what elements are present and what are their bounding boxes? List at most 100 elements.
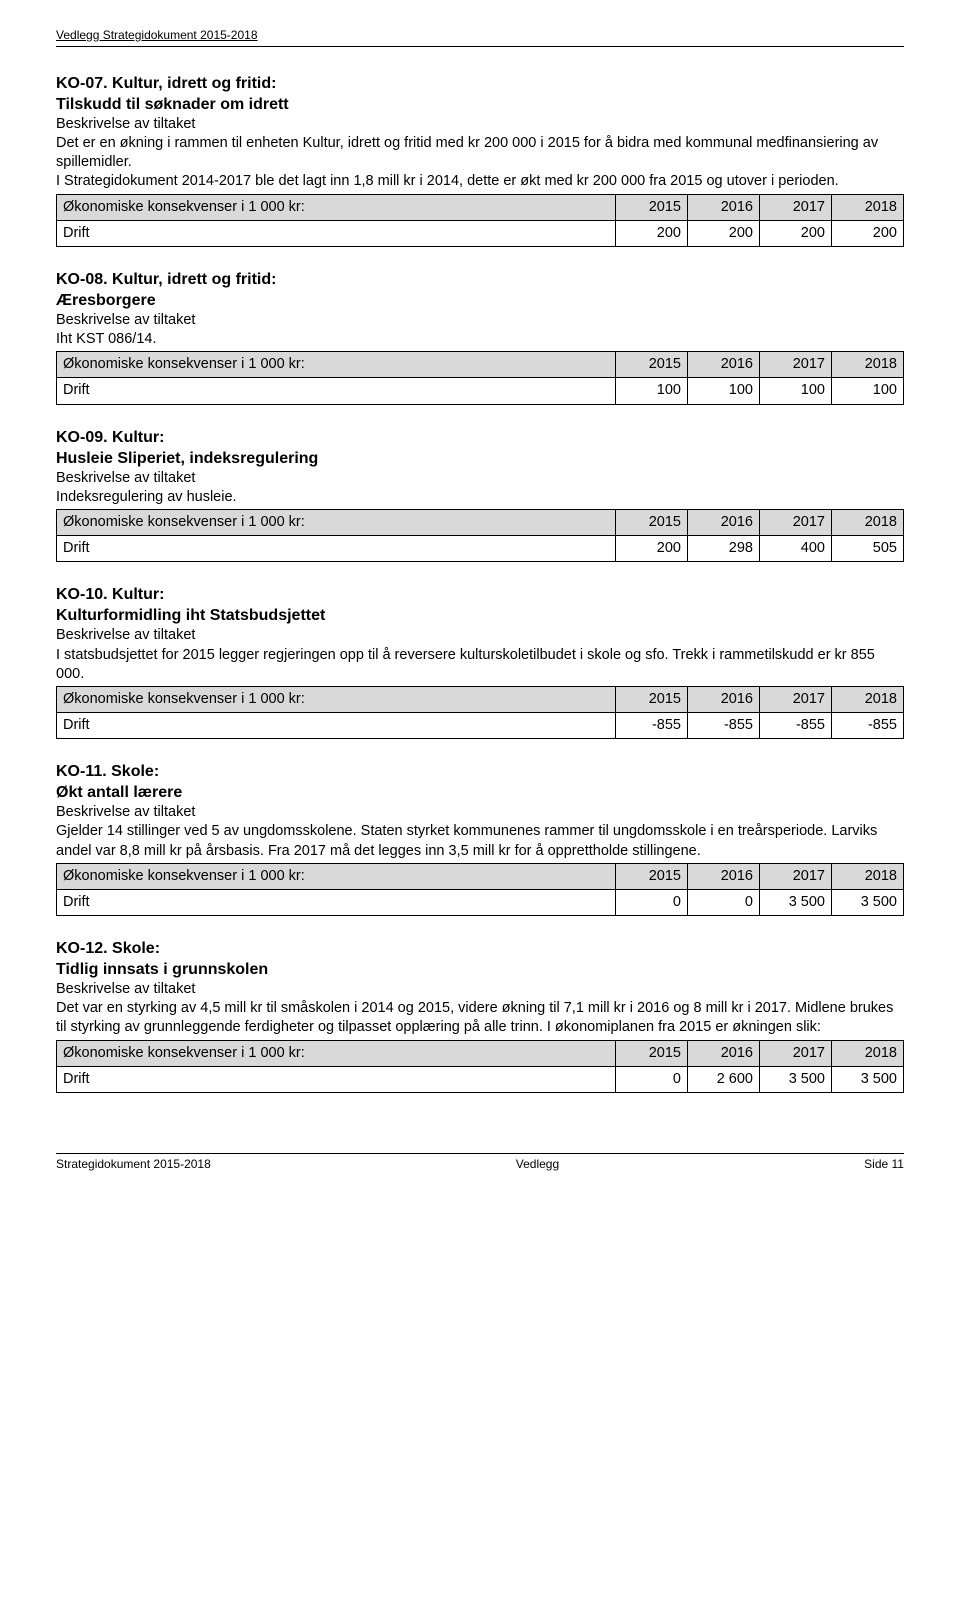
section-description-label: Beskrivelse av tiltaket [56, 115, 904, 134]
econ-year-header: 2018 [832, 863, 904, 889]
section-title: Kulturformidling iht Statsbudsjettet [56, 605, 904, 626]
section: KO-12. Skole:Tidlig innsats i grunnskole… [56, 938, 904, 1093]
econ-value: 298 [688, 536, 760, 562]
section: KO-09. Kultur:Husleie Sliperiet, indeksr… [56, 427, 904, 563]
econ-year-header: 2017 [760, 352, 832, 378]
section-description-label: Beskrivelse av tiltaket [56, 980, 904, 999]
econ-year-header: 2018 [832, 1040, 904, 1066]
section-body: Det er en økning i rammen til enheten Ku… [56, 134, 904, 191]
section-title: Husleie Sliperiet, indeksregulering [56, 448, 904, 469]
section: KO-11. Skole:Økt antall lærereBeskrivels… [56, 761, 904, 916]
econ-table: Økonomiske konsekvenser i 1 000 kr:20152… [56, 1040, 904, 1093]
econ-year-header: 2016 [688, 194, 760, 220]
econ-value: 3 500 [832, 1066, 904, 1092]
section-title: Økt antall lærere [56, 782, 904, 803]
section-title: Tilskudd til søknader om idrett [56, 94, 904, 115]
econ-value: -855 [760, 712, 832, 738]
section: KO-08. Kultur, idrett og fritid:Æresborg… [56, 269, 904, 405]
econ-value: 100 [616, 378, 688, 404]
econ-year-header: 2016 [688, 863, 760, 889]
econ-label-header: Økonomiske konsekvenser i 1 000 kr: [57, 194, 616, 220]
page-footer: Strategidokument 2015-2018 Vedlegg Side … [56, 1153, 904, 1173]
section: KO-10. Kultur:Kulturformidling iht Stats… [56, 584, 904, 739]
econ-year-header: 2015 [616, 194, 688, 220]
econ-value: 3 500 [760, 1066, 832, 1092]
section-body: I statsbudsjettet for 2015 legger regjer… [56, 646, 904, 684]
econ-year-header: 2016 [688, 352, 760, 378]
section-body: Indeksregulering av husleie. [56, 488, 904, 507]
econ-year-header: 2016 [688, 509, 760, 535]
section-code: KO-08. Kultur, idrett og fritid: [56, 269, 904, 290]
econ-year-header: 2016 [688, 686, 760, 712]
section-description-label: Beskrivelse av tiltaket [56, 626, 904, 645]
econ-year-header: 2015 [616, 352, 688, 378]
section-description-label: Beskrivelse av tiltaket [56, 803, 904, 822]
econ-year-header: 2015 [616, 686, 688, 712]
econ-label-header: Økonomiske konsekvenser i 1 000 kr: [57, 1040, 616, 1066]
econ-row-label: Drift [57, 378, 616, 404]
econ-value: -855 [688, 712, 760, 738]
section-description-label: Beskrivelse av tiltaket [56, 469, 904, 488]
section-code: KO-11. Skole: [56, 761, 904, 782]
econ-label-header: Økonomiske konsekvenser i 1 000 kr: [57, 686, 616, 712]
section-body: Gjelder 14 stillinger ved 5 av ungdomssk… [56, 822, 904, 860]
econ-value: 0 [616, 1066, 688, 1092]
econ-value: 100 [760, 378, 832, 404]
econ-row-label: Drift [57, 712, 616, 738]
econ-row-label: Drift [57, 1066, 616, 1092]
econ-value: 400 [760, 536, 832, 562]
econ-value: -855 [832, 712, 904, 738]
econ-year-header: 2017 [760, 194, 832, 220]
econ-year-header: 2017 [760, 509, 832, 535]
econ-value: 200 [688, 220, 760, 246]
section-title: Tidlig innsats i grunnskolen [56, 959, 904, 980]
econ-year-header: 2018 [832, 509, 904, 535]
econ-row-label: Drift [57, 220, 616, 246]
section-code: KO-07. Kultur, idrett og fritid: [56, 73, 904, 94]
econ-table: Økonomiske konsekvenser i 1 000 kr:20152… [56, 863, 904, 916]
econ-row-label: Drift [57, 536, 616, 562]
section-body: Iht KST 086/14. [56, 330, 904, 349]
econ-table: Økonomiske konsekvenser i 1 000 kr:20152… [56, 351, 904, 404]
econ-row-label: Drift [57, 889, 616, 915]
econ-label-header: Økonomiske konsekvenser i 1 000 kr: [57, 509, 616, 535]
section-code: KO-10. Kultur: [56, 584, 904, 605]
econ-table: Økonomiske konsekvenser i 1 000 kr:20152… [56, 194, 904, 247]
econ-value: 3 500 [760, 889, 832, 915]
econ-year-header: 2016 [688, 1040, 760, 1066]
econ-year-header: 2015 [616, 1040, 688, 1066]
econ-value: 0 [616, 889, 688, 915]
section-title: Æresborgere [56, 290, 904, 311]
econ-table: Økonomiske konsekvenser i 1 000 kr:20152… [56, 509, 904, 562]
econ-year-header: 2017 [760, 863, 832, 889]
econ-value: -855 [616, 712, 688, 738]
econ-year-header: 2018 [832, 194, 904, 220]
econ-value: 100 [688, 378, 760, 404]
econ-year-header: 2018 [832, 352, 904, 378]
section-code: KO-09. Kultur: [56, 427, 904, 448]
section-body: Det var en styrking av 4,5 mill kr til s… [56, 999, 904, 1037]
econ-value: 0 [688, 889, 760, 915]
econ-value: 505 [832, 536, 904, 562]
footer-left: Strategidokument 2015-2018 [56, 1157, 211, 1173]
econ-year-header: 2015 [616, 509, 688, 535]
econ-value: 200 [760, 220, 832, 246]
econ-year-header: 2017 [760, 686, 832, 712]
econ-table: Økonomiske konsekvenser i 1 000 kr:20152… [56, 686, 904, 739]
econ-year-header: 2018 [832, 686, 904, 712]
econ-value: 2 600 [688, 1066, 760, 1092]
footer-right: Side 11 [864, 1157, 904, 1173]
econ-label-header: Økonomiske konsekvenser i 1 000 kr: [57, 863, 616, 889]
page-header: Vedlegg Strategidokument 2015-2018 [56, 28, 904, 47]
econ-label-header: Økonomiske konsekvenser i 1 000 kr: [57, 352, 616, 378]
section-description-label: Beskrivelse av tiltaket [56, 311, 904, 330]
footer-center: Vedlegg [516, 1157, 559, 1173]
econ-value: 200 [832, 220, 904, 246]
section: KO-07. Kultur, idrett og fritid:Tilskudd… [56, 73, 904, 247]
econ-year-header: 2017 [760, 1040, 832, 1066]
econ-value: 200 [616, 220, 688, 246]
econ-year-header: 2015 [616, 863, 688, 889]
econ-value: 100 [832, 378, 904, 404]
section-code: KO-12. Skole: [56, 938, 904, 959]
econ-value: 3 500 [832, 889, 904, 915]
